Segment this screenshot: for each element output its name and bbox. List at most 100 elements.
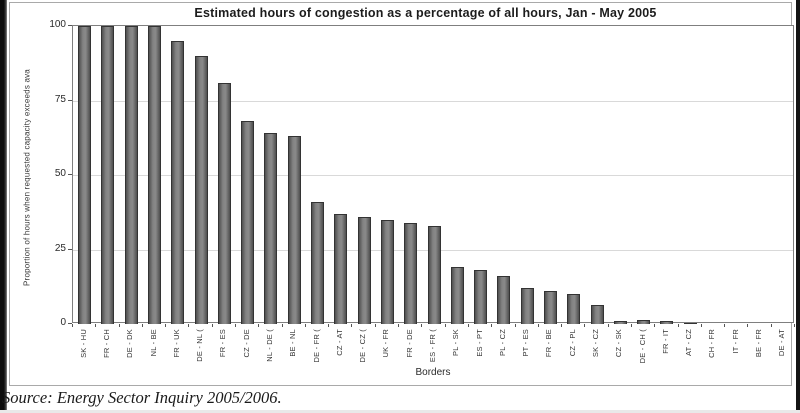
x-tick-mark [630,324,632,327]
x-category-label-AT - CZ: AT - CZ [684,329,694,356]
bar-FR - IT [660,321,674,324]
x-axis-title: Borders [415,367,451,378]
bar-PT - ES [520,288,534,324]
x-tick-mark [584,324,586,327]
page-right-edge [796,0,800,413]
x-tick-mark [537,324,539,327]
bar-DE - DK [124,26,138,324]
bar-FR - CH [101,26,115,324]
bar-ES - PT [474,270,488,324]
x-tick-mark [724,324,726,327]
x-tick-mark [607,324,609,327]
bar-SK - CZ [590,304,604,324]
y-axis-title: Proportion of hours when requested capac… [22,69,32,286]
x-tick-mark [398,324,400,327]
x-category-label-CH - FR: CH - FR [707,329,717,358]
x-tick-mark [677,324,679,327]
y-tick-mark-50 [68,174,72,175]
x-category-label-NL - DE (: NL - DE ( [264,329,274,362]
y-tick-mark-25 [68,248,72,250]
chart-frame: Estimated hours of congestion as a perce… [9,2,795,386]
x-tick-mark [700,324,702,327]
x-category-label-BE - FR: BE - FR [754,329,764,358]
x-tick-mark [654,324,656,327]
x-category-label-PL - SK: PL - SK [451,329,461,356]
bar-PL - SK [450,267,464,324]
bottom-shade [0,410,800,413]
y-tick-label-50: 50 [54,168,66,179]
x-tick-mark [514,324,516,327]
bar-FR - UK [171,40,185,324]
x-tick-mark [95,324,97,327]
bar-SK - HU [78,26,92,324]
bar-DE - NL ( [194,55,208,324]
bar-NL - BE [148,26,162,324]
x-category-label-IT - FR: IT - FR [730,329,740,354]
x-tick-mark [304,324,306,327]
x-tick-mark [467,324,469,327]
x-tick-mark [141,324,143,327]
bar-UK - FR [380,219,394,324]
x-category-label-CZ - DE: CZ - DE [241,329,251,358]
x-tick-mark [351,324,353,327]
x-tick-mark [444,324,446,327]
x-category-label-PL - CZ: PL - CZ [497,329,507,356]
x-category-label-SK - CZ: SK - CZ [591,329,601,358]
x-tick-mark [118,324,120,327]
y-tick-label-75: 75 [54,93,66,105]
x-category-label-BE - NL: BE - NL [288,329,298,357]
x-category-label-FR - UK: FR - UK [171,329,181,358]
x-tick-mark [328,324,330,327]
source-note: Source: Energy Sector Inquiry 2005/2006. [2,388,282,407]
x-category-label-DE - CH (: DE - CH ( [637,329,647,364]
plot-area [72,25,794,324]
y-tick-label-0: 0 [60,317,66,328]
bar-AT - CZ [683,322,697,324]
x-category-label-FR - CH: FR - CH [101,329,111,358]
bar-CZ - SK [613,321,627,324]
y-tick-label-100: 100 [49,19,66,30]
x-tick-mark [188,324,190,327]
x-tick-mark [235,324,237,327]
x-category-label-CZ - AT: CZ - AT [334,329,344,356]
x-tick-mark [165,324,167,327]
x-tick-mark [770,324,772,327]
x-tick-mark [281,324,283,327]
x-tick-mark [794,324,795,327]
bar-FR - ES [217,82,231,324]
y-tick-mark-100 [68,25,72,26]
y-tick-mark-75 [68,99,72,101]
y-tick-mark-0 [68,323,72,324]
x-tick-mark [211,324,213,327]
gridline-75 [73,100,793,102]
x-tick-mark [374,324,376,327]
x-category-label-ES - FR (: ES - FR ( [428,329,437,363]
page-left-edge [0,0,7,413]
x-category-label-DE - DK: DE - DK [125,329,135,358]
bar-DE - CH ( [637,319,651,324]
x-tick-mark [421,324,423,327]
x-category-label-SK - HU: SK - HU [78,329,88,358]
x-category-label-FR - DE: FR - DE [404,329,414,358]
x-tick-mark [72,324,73,327]
x-category-label-CZ - PL: CZ - PL [567,329,577,357]
bar-DE - CZ ( [357,216,371,324]
x-category-label-ES - PT: ES - PT [474,329,484,357]
x-category-label-NL - BE: NL - BE [148,329,158,357]
x-category-label-CZ - SK: CZ - SK [614,329,624,358]
x-category-label-FR - ES: FR - ES [218,329,228,358]
x-tick-mark [747,324,749,327]
x-tick-mark [258,324,260,327]
x-category-label-FR - BE: FR - BE [544,329,554,358]
x-category-label-DE - FR (: DE - FR ( [311,329,321,363]
x-tick-mark [491,324,493,327]
bar-BE - NL [287,136,301,324]
x-category-label-PT - ES: PT - ES [521,329,531,357]
bar-NL - DE ( [264,133,278,324]
chart-title: Estimated hours of congestion as a perce… [194,6,657,20]
bar-PL - CZ [497,276,511,324]
x-category-label-UK - FR: UK - FR [381,329,391,358]
y-tick-label-25: 25 [54,242,66,254]
bar-FR - BE [543,291,557,324]
bar-CZ - AT [334,213,348,324]
